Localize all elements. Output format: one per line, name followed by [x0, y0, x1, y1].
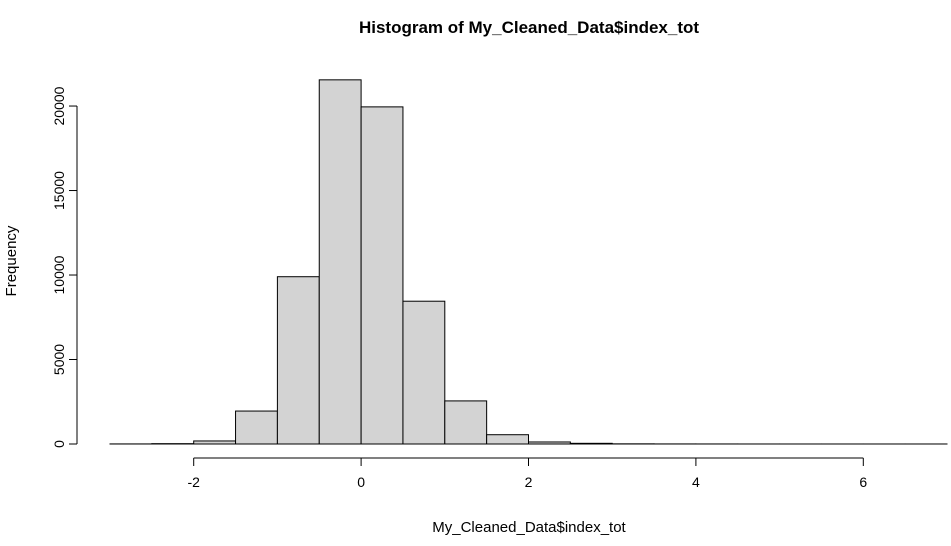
histogram-bar — [235, 410, 278, 445]
histogram-bar — [569, 442, 613, 445]
x-tick-label: 2 — [525, 474, 533, 490]
y-tick-label: 0 — [51, 440, 67, 448]
x-tick-label: 4 — [692, 474, 700, 490]
histogram-bar — [402, 300, 446, 445]
y-tick-label: 5000 — [51, 344, 67, 375]
y-tick-label: 20000 — [51, 86, 67, 125]
histogram-bar — [486, 434, 529, 445]
y-tick-label: 10000 — [51, 255, 67, 294]
x-tick-label: -2 — [187, 474, 200, 490]
histogram-bar — [318, 79, 362, 445]
x-tick-label: 6 — [859, 474, 867, 490]
histogram-bar — [193, 440, 237, 445]
y-axis: 0 5000 10000 15000 20000 — [51, 86, 78, 448]
x-tick-label: 0 — [357, 474, 365, 490]
histogram-bar — [276, 276, 320, 445]
histogram-bar — [528, 441, 571, 445]
histogram-bar — [360, 106, 404, 445]
y-axis-label: Frequency — [3, 225, 20, 296]
histogram-bar — [444, 400, 488, 445]
x-axis-label: My_Cleaned_Data$index_tot — [432, 519, 626, 536]
y-tick-label: 15000 — [51, 171, 67, 210]
bars-group — [109, 79, 948, 445]
x-axis: -2 0 2 4 6 — [187, 457, 867, 490]
chart-title: Histogram of My_Cleaned_Data$index_tot — [359, 18, 699, 37]
